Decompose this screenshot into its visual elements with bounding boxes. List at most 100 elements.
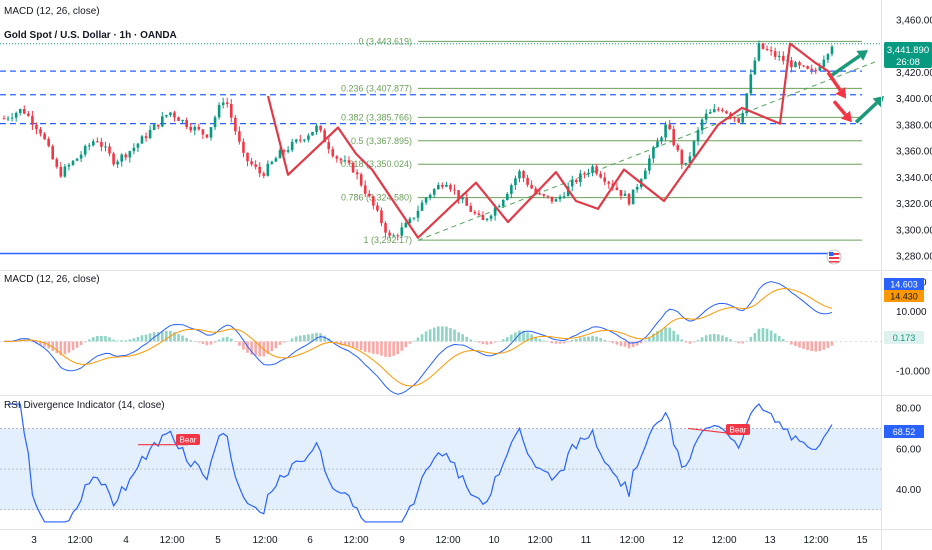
time-tick-label: 12:00 — [527, 535, 552, 546]
candle-body — [343, 160, 347, 162]
macd-histogram-bar — [124, 340, 128, 342]
macd-histogram-bar — [282, 341, 286, 343]
rsi-pane[interactable]: 80.00 60.00 40.00 — [0, 403, 921, 523]
signal-line-badge: 14.430 — [884, 290, 924, 302]
candle-body — [376, 205, 379, 211]
candle-body — [737, 118, 740, 123]
candle-body — [656, 141, 659, 148]
candle-body — [477, 213, 481, 215]
macd-histogram-bar — [453, 329, 456, 342]
macd-histogram-bar — [465, 336, 469, 342]
candle-body — [428, 194, 432, 198]
candle-body — [100, 141, 103, 147]
candle-body — [583, 173, 586, 175]
symbol-title[interactable]: Gold Spot / U.S. Dollar · 1h · OANDA — [4, 30, 177, 41]
candle-body — [404, 223, 408, 228]
price-tick-label: 3,300.000 — [896, 225, 932, 236]
candle-body — [554, 199, 558, 202]
rsi-title[interactable]: RSI Divergence Indicator (14, close) — [4, 400, 165, 411]
candle-body — [599, 173, 602, 178]
time-tick-label: 12 — [672, 535, 684, 546]
us-flag-icon[interactable] — [826, 249, 842, 265]
macd-histogram-bar — [449, 328, 452, 342]
candle-body — [160, 116, 164, 127]
macd-histogram-bar — [250, 341, 253, 355]
candle-body — [351, 162, 355, 173]
macd-histogram-bar — [574, 339, 578, 342]
candle-body — [2, 118, 6, 120]
macd-histogram-bar — [274, 341, 278, 349]
candle-body — [67, 164, 71, 167]
fib-level-label: 0.5 (3,367.895) — [351, 136, 412, 146]
candle-body — [290, 141, 294, 151]
macd-histogram-bar — [810, 341, 814, 352]
macd-histogram-bar — [489, 341, 493, 345]
macd-histogram-bar — [753, 332, 757, 342]
macd-histogram-bar — [209, 341, 213, 345]
candle-body — [660, 137, 663, 142]
macd-line-value: 14.603 — [890, 280, 918, 290]
macd-histogram-bar — [554, 341, 558, 344]
macd-histogram-bar — [656, 331, 659, 342]
price-tick-label: 3,360.000 — [896, 147, 932, 158]
candle-body — [615, 187, 619, 191]
candle-body — [457, 190, 460, 200]
macd-histogram-bar — [140, 335, 144, 342]
candle-body — [518, 171, 521, 179]
macd-histogram-bar — [692, 341, 696, 343]
candle-body — [63, 166, 67, 177]
macd-histogram-bar — [639, 341, 643, 344]
macd-histogram-bar — [619, 341, 623, 347]
candle-body — [712, 109, 716, 113]
candle-body — [388, 232, 391, 236]
candle-body — [806, 66, 809, 69]
macd-histogram-bar — [445, 326, 448, 342]
bear-label-2: Bear — [726, 424, 750, 435]
macd-histogram-bar — [700, 337, 704, 342]
candle-body — [510, 185, 513, 194]
macd-histogram-bar — [372, 341, 375, 354]
candle-body — [242, 141, 245, 153]
macd-histogram-bar — [436, 326, 440, 342]
macd-histogram-bar — [254, 341, 257, 356]
macd-title[interactable]: MACD (12, 26, close) — [4, 274, 100, 285]
macd-histogram-bar — [104, 336, 107, 342]
candle-body — [327, 142, 331, 150]
candle-body — [424, 197, 428, 203]
time-tick-label: 10 — [488, 535, 500, 546]
macd-histogram-bar — [786, 341, 789, 342]
macd-histogram-bar — [323, 335, 326, 342]
candle-body — [201, 129, 205, 135]
macd-histogram-bar — [457, 332, 460, 342]
macd-histogram-bar — [238, 341, 241, 346]
candle-body — [550, 196, 554, 202]
rsi-value-badge: 68.52 — [884, 425, 924, 438]
candle-body — [717, 109, 720, 111]
candle-body — [47, 139, 50, 147]
price-tick-label: 3,380.000 — [896, 120, 932, 131]
elliott-wave-path — [266, 42, 831, 239]
macd-pane[interactable]: 20.00010.000-10.000 — [0, 277, 930, 395]
price-pane[interactable]: 0 (3,443.619) 0.236 (3,407.877) 0.382 (3,3… — [0, 36, 881, 255]
rsi-line — [8, 403, 833, 523]
candle-body — [311, 131, 314, 136]
macd-histogram-bar — [27, 340, 30, 342]
candle-body — [481, 214, 485, 220]
macd-histogram-bar — [339, 341, 343, 346]
candle-body — [83, 146, 87, 155]
macd-histogram-bar — [485, 341, 489, 345]
candle-body — [367, 193, 371, 197]
candle-body — [43, 133, 46, 140]
macd-histogram-bar — [315, 332, 318, 342]
macd-histogram-bar — [189, 340, 193, 342]
bar-countdown: 26:08 — [896, 57, 920, 68]
time-axis[interactable]: 3 12:00 4 12:00 5 12:00 6 12:00 9 12:00 10 12:00 11 1… — [31, 535, 868, 546]
candle-body — [790, 60, 793, 68]
candle-body — [124, 154, 128, 158]
macd-histogram-bar — [392, 341, 395, 356]
macd-histogram-bar — [583, 336, 586, 342]
candle-body — [6, 118, 10, 120]
macd-histogram-bar — [704, 335, 708, 342]
price-tick-label: 3,460.000 — [896, 15, 932, 26]
